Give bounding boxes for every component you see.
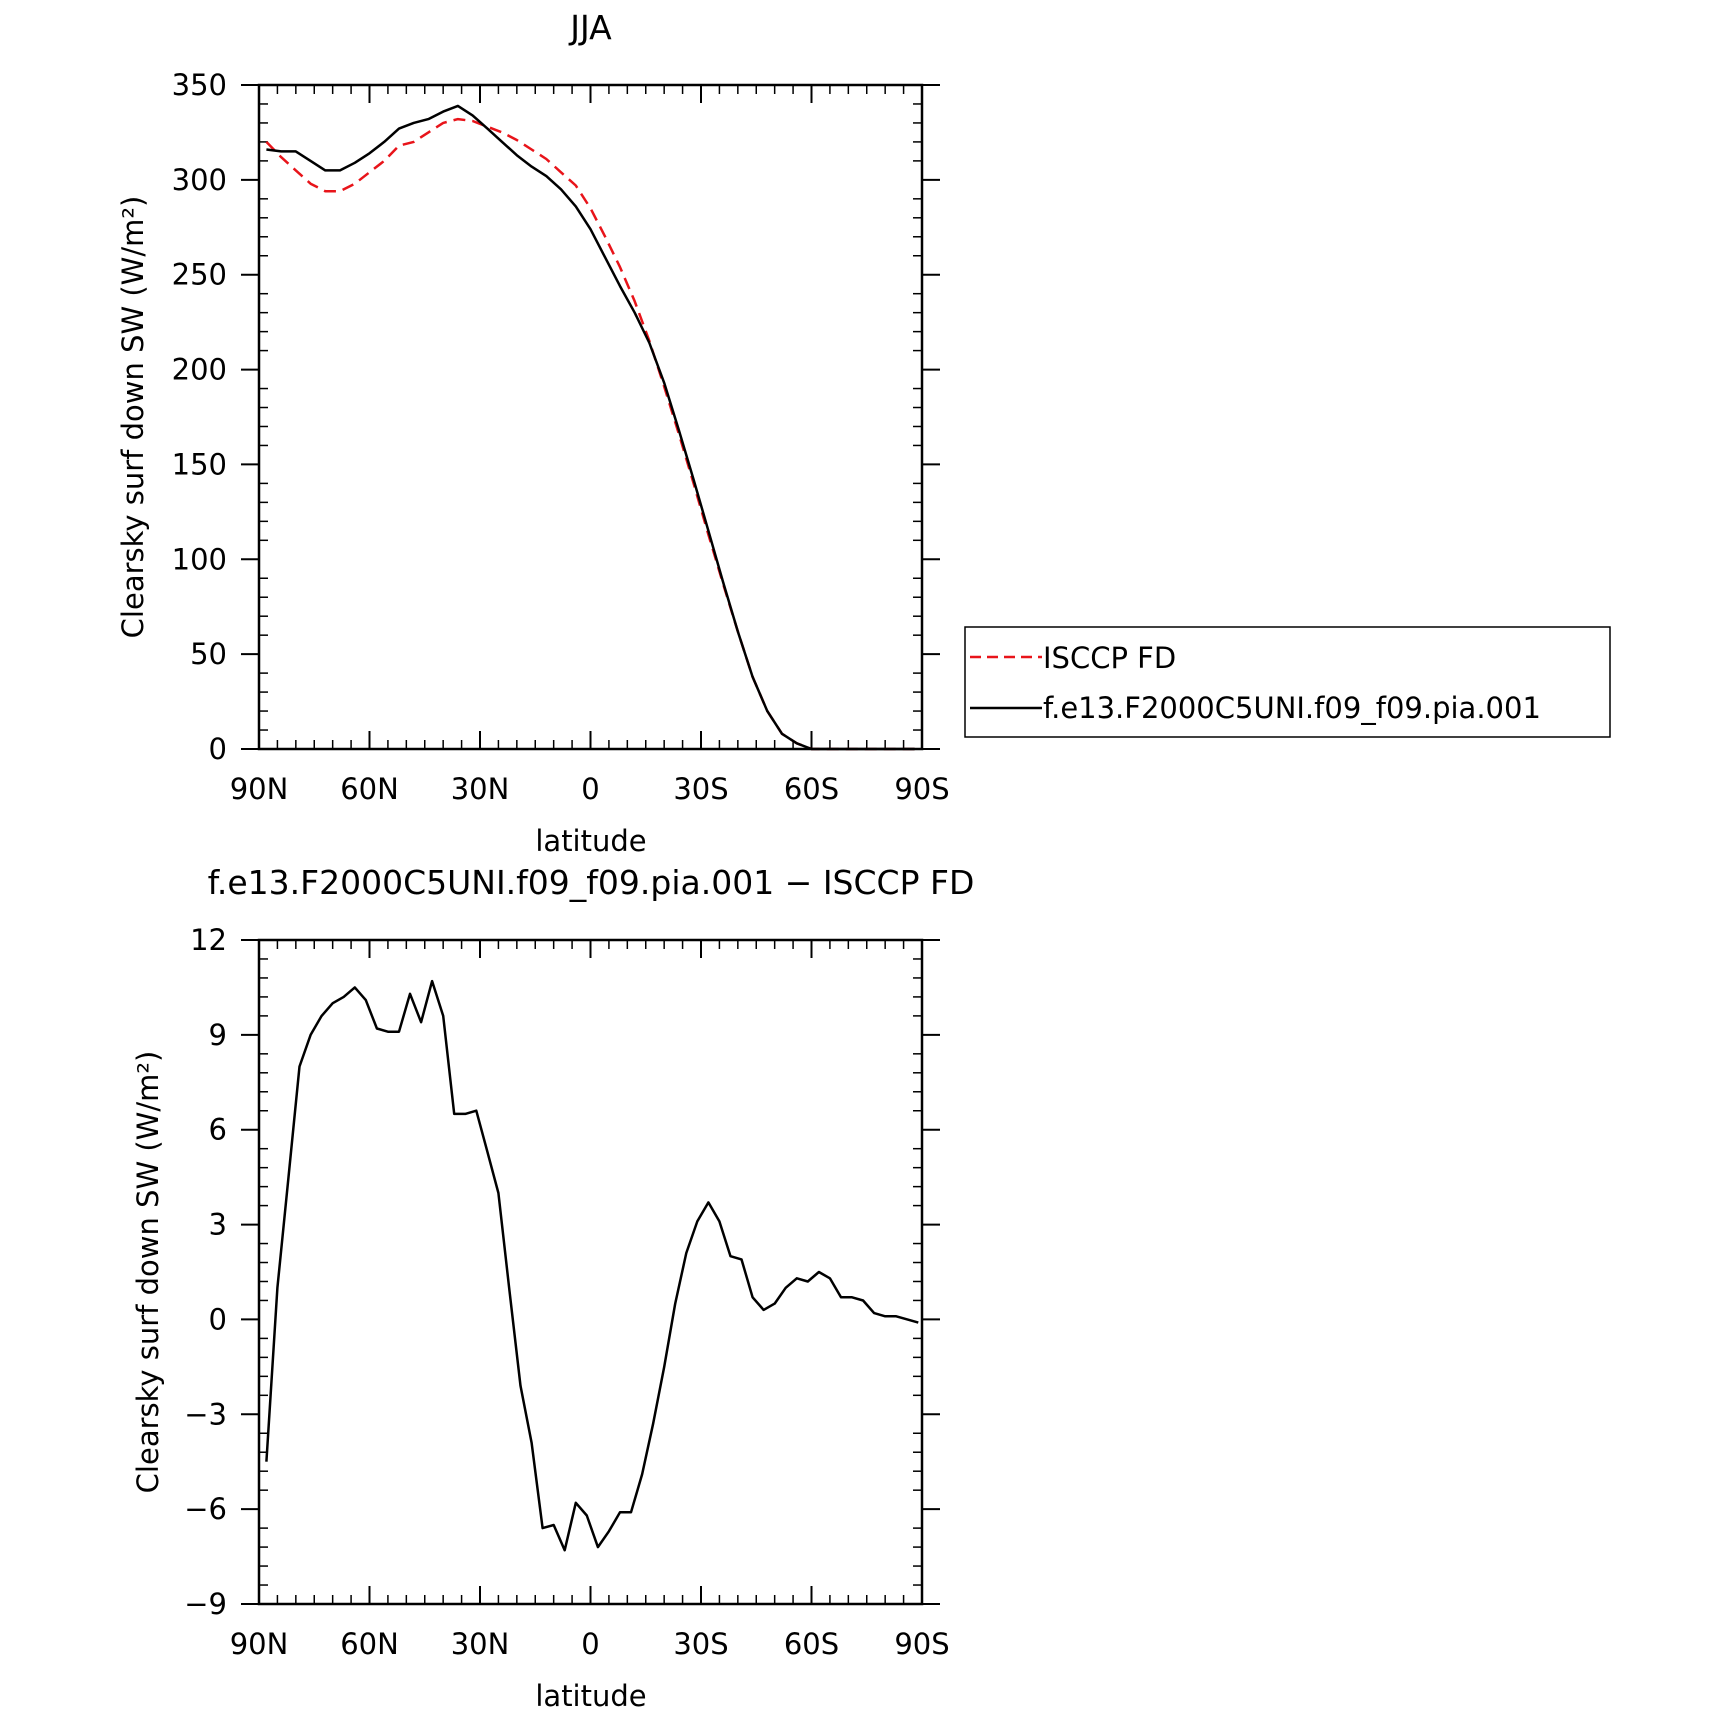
- bottom-x-tick-label: 90N: [230, 1627, 289, 1661]
- legend: ISCCP FD f.e13.F2000C5UNI.f09_f09.pia.00…: [964, 626, 1611, 738]
- top-x-tick-label: 0: [581, 772, 599, 806]
- bottom-y-tick-label: 9: [209, 1018, 227, 1052]
- bottom-y-axis-label: Clearsky surf down SW (W/m²): [131, 1051, 165, 1494]
- top-y-tick-label: 100: [172, 542, 227, 576]
- top-y-tick-label: 250: [172, 258, 227, 292]
- top-x-axis-label: latitude: [535, 824, 646, 858]
- bottom-series-line-0: [265, 979, 919, 1552]
- top-y-tick-label: 350: [172, 68, 227, 102]
- legend-box: [964, 626, 1611, 738]
- top-x-tick-label: 60N: [340, 772, 399, 806]
- top-y-tick-label: 200: [172, 353, 227, 387]
- bottom-title: f.e13.F2000C5UNI.f09_f09.pia.001 − ISCCP…: [208, 863, 975, 902]
- top-x-tick-label: 30S: [673, 772, 728, 806]
- top-y-tick-label: 150: [172, 447, 227, 481]
- bottom-x-tick-label: 30N: [451, 1627, 510, 1661]
- bottom-y-tick-label: −3: [184, 1397, 227, 1431]
- bottom-x-tick-label: 60S: [784, 1627, 839, 1661]
- top-plot-frame: [257, 83, 924, 751]
- bottom-x-axis-label: latitude: [535, 1679, 646, 1712]
- bottom-y-tick-label: −9: [184, 1587, 227, 1621]
- top-y-tick-label: 300: [172, 163, 227, 197]
- top-title: JJA: [568, 8, 612, 47]
- top-plot-area: 90N 60N 30N 0 30S 60S 90S 0 50 100 150 200 250 300 350: [172, 68, 950, 806]
- top-panel: JJA 90N 60N 30N 0 30S 60S 90S 0 50 100 150 200 250 30…: [116, 8, 950, 858]
- bottom-y-tick-label: 12: [190, 923, 227, 957]
- top-series-line-0: [265, 117, 915, 751]
- bottom-x-tick-label: 30S: [673, 1627, 728, 1661]
- bottom-plot-frame: [257, 938, 924, 1606]
- legend-label-isccp: ISCCP FD: [1043, 641, 1176, 675]
- top-y-axis-label: Clearsky surf down SW (W/m²): [116, 196, 150, 639]
- bottom-x-tick-label: 60N: [340, 1627, 399, 1661]
- bottom-x-tick-label: 0: [581, 1627, 599, 1661]
- top-x-tick-label: 90N: [230, 772, 289, 806]
- top-x-tick-label: 90S: [894, 772, 949, 806]
- top-y-tick-label: 50: [190, 637, 227, 671]
- bottom-y-tick-label: −6: [184, 1492, 227, 1526]
- top-x-tick-label: 30N: [451, 772, 510, 806]
- top-series-line-1: [266, 104, 915, 751]
- legend-label-model: f.e13.F2000C5UNI.f09_f09.pia.001: [1043, 691, 1541, 725]
- top-x-tick-label: 60S: [784, 772, 839, 806]
- bottom-x-tick-label: 90S: [894, 1627, 949, 1661]
- bottom-y-tick-label: 0: [209, 1302, 227, 1336]
- bottom-y-tick-label: 3: [209, 1208, 227, 1242]
- top-y-tick-label: 0: [209, 732, 227, 766]
- bottom-plot-area: 90N 60N 30N 0 30S 60S 90S −9 −6 −3 0 3 6 9 12: [184, 923, 949, 1661]
- bottom-panel: f.e13.F2000C5UNI.f09_f09.pia.001 − ISCCP…: [131, 863, 974, 1712]
- bottom-y-tick-label: 6: [209, 1113, 227, 1147]
